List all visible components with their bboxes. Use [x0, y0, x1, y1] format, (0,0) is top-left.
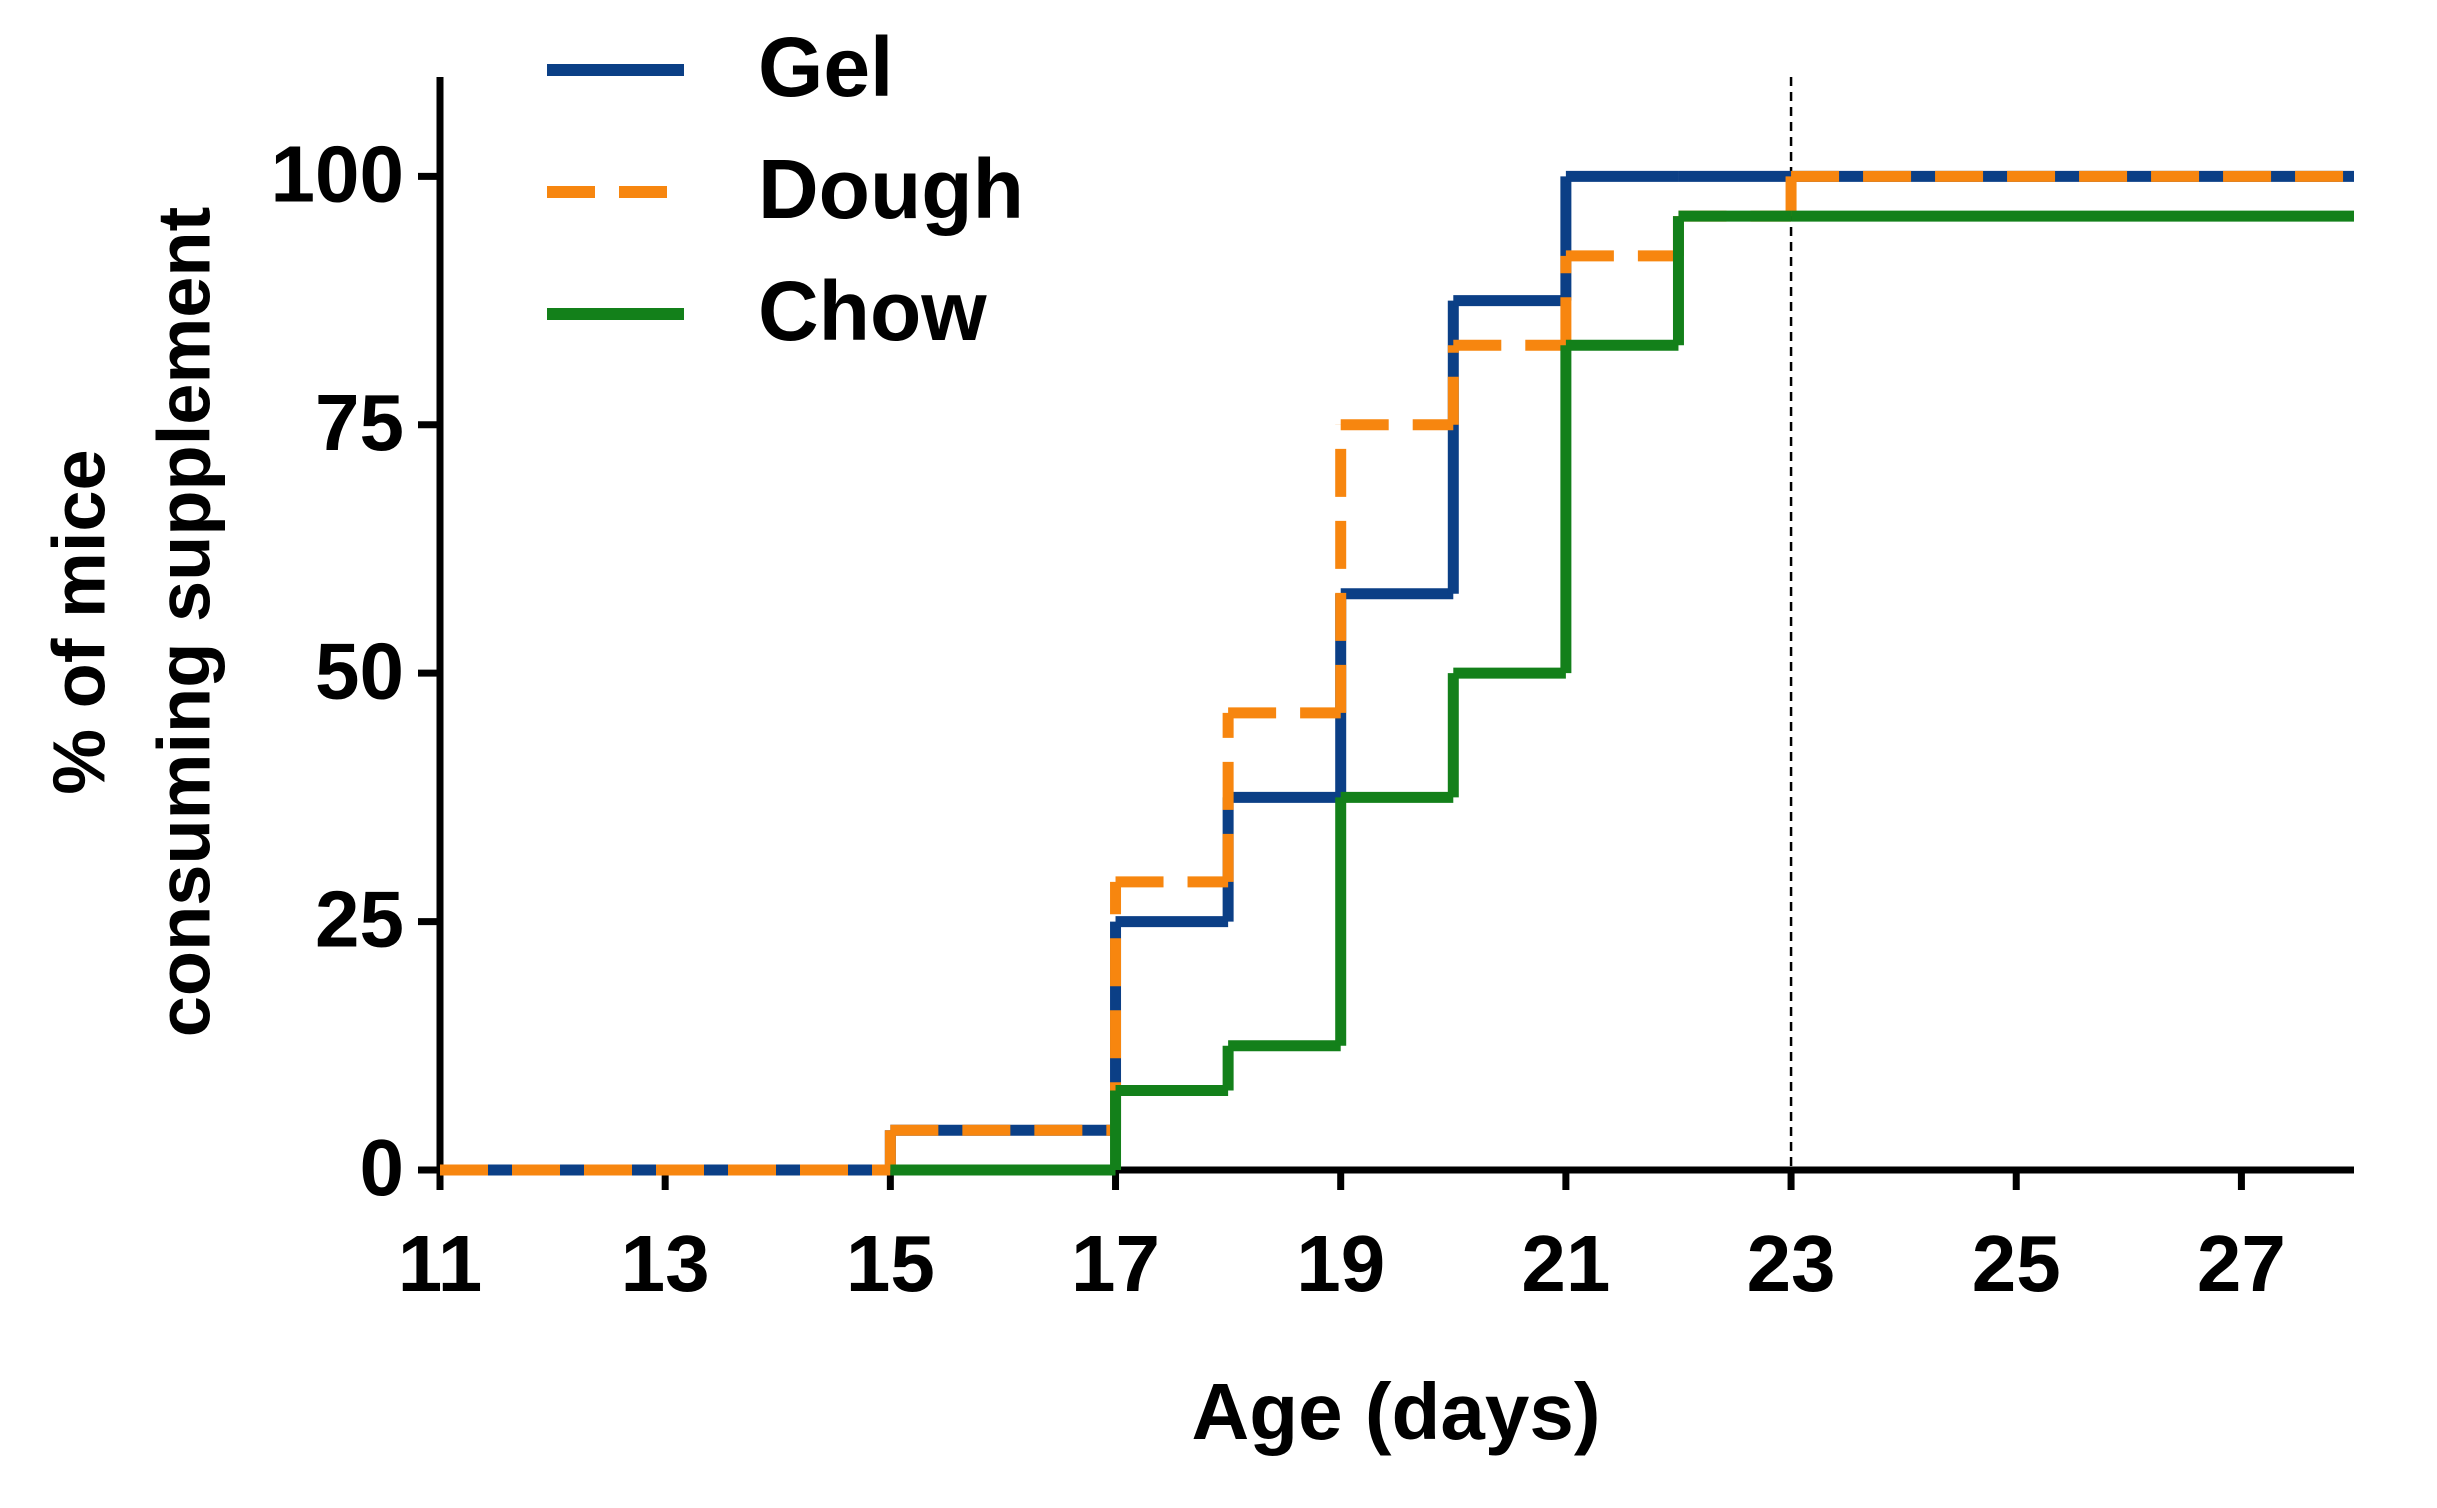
y-tick-label: 0 — [360, 1123, 405, 1212]
y-axis-label: consuming supplement — [143, 207, 226, 1038]
x-tick-label: 21 — [1521, 1219, 1610, 1308]
y-axis-label: % of mice — [38, 449, 121, 794]
y-tick-label: 100 — [271, 129, 404, 218]
legend-label: Dough — [758, 142, 1024, 236]
x-tick-label: 19 — [1296, 1219, 1385, 1308]
y-tick-label: 75 — [315, 378, 404, 467]
x-tick-label: 27 — [2197, 1219, 2286, 1308]
x-tick-label: 13 — [621, 1219, 710, 1308]
x-tick-label: 15 — [846, 1219, 935, 1308]
legend-label: Chow — [758, 264, 987, 358]
y-tick-label: 25 — [315, 875, 404, 964]
x-tick-label: 11 — [398, 1219, 483, 1308]
x-tick-label: 25 — [1972, 1219, 2061, 1308]
x-tick-label: 23 — [1747, 1219, 1836, 1308]
y-tick-label: 50 — [315, 626, 404, 715]
x-axis-label: Age (days) — [1192, 1367, 1601, 1456]
legend-label: Gel — [758, 20, 893, 114]
x-tick-label: 17 — [1071, 1219, 1160, 1308]
